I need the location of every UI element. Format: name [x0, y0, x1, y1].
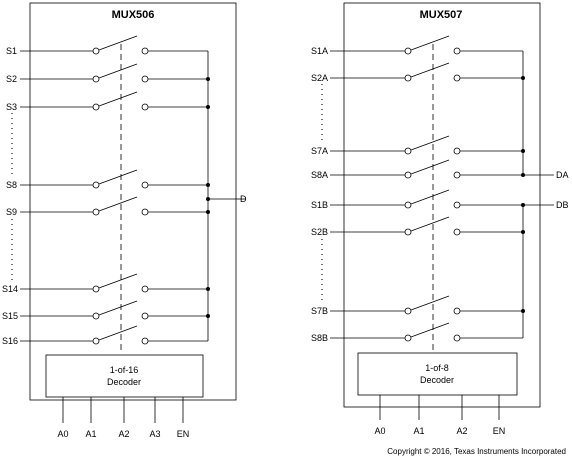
mux506-switch-s1: S1	[6, 35, 208, 56]
mux506-switch-s3: S3	[6, 91, 210, 112]
mux507-decoder-line2: Decoder	[420, 375, 454, 385]
mux507-pin-a1: A1	[413, 426, 424, 436]
mux507-input-label: S1B	[311, 200, 328, 210]
mux506-pin-a3: A3	[149, 429, 160, 439]
mux507-switch-s1a: S1A	[311, 35, 523, 56]
mux506-output-junction	[206, 197, 210, 201]
mux506-decoder-line2: Decoder	[107, 377, 141, 387]
mux507-switch-s2a: S2A	[311, 62, 525, 83]
mux506-decoder-line1: 1-of-16	[110, 365, 139, 375]
mux506-diagram: MUX506 D S1 S2 S3	[2, 2, 247, 439]
mux506-title: MUX506	[112, 9, 155, 21]
mux507-switch-s7a: S7A	[311, 135, 525, 156]
mux506-switch-s14: S14	[2, 273, 210, 294]
mux506-pin-en: EN	[177, 429, 190, 439]
mux506-pin-a0: A0	[57, 429, 68, 439]
mux506-input-label: S14	[2, 284, 18, 294]
mux507-switch-s8b: S8B	[311, 322, 523, 343]
mux507-switch-s7b: S7B	[311, 295, 525, 316]
mux506-outline	[29, 2, 237, 401]
mux507-input-label: S2B	[311, 227, 328, 237]
mux507-switch-s2b: S2B	[311, 216, 525, 237]
mux507-output-db: DB	[556, 200, 569, 210]
mux507-input-label: S8A	[311, 170, 328, 180]
mux506-switch-s9: S9	[6, 196, 210, 217]
mux506-switch-s2: S2	[6, 63, 210, 84]
mux507-pin-a0: A0	[374, 426, 385, 436]
mux507-input-label: S2A	[311, 73, 328, 83]
mux506-input-label: S2	[6, 74, 17, 84]
mux507-switch-s1b: S1B	[311, 189, 525, 210]
mux506-decoder	[45, 354, 204, 398]
mux506-pin-a2: A2	[118, 429, 129, 439]
mux506-switch-s15: S15	[2, 300, 210, 321]
mux506-input-label: S3	[6, 102, 17, 112]
mux507-decoder-line1: 1-of-8	[425, 363, 449, 373]
mux507-pin-a2: A2	[456, 426, 467, 436]
mux507-pin-en: EN	[493, 426, 506, 436]
mux507-diagram: MUX507 DA DB S1A S2A	[311, 2, 569, 436]
mux507-output-da: DA	[556, 170, 569, 180]
mux507-input-label: S1A	[311, 46, 328, 56]
mux506-switch-s16: S16	[2, 325, 208, 346]
mux506-input-label: S1	[6, 46, 17, 56]
mux506-control-pins: A0 A1 A2 A3 EN	[57, 397, 189, 439]
mux506-switch-s8: S8	[6, 169, 210, 190]
mux507-input-label: S8B	[311, 333, 328, 343]
mux506-input-label: S8	[6, 180, 17, 190]
mux506-input-label: S16	[2, 336, 18, 346]
mux506-input-label: S15	[2, 311, 18, 321]
mux507-decoder	[357, 352, 518, 396]
mux507-control-pins: A0 A1 A2 EN	[374, 395, 505, 436]
mux507-input-label: S7A	[311, 146, 328, 156]
mux506-output-label: D	[240, 194, 247, 204]
mux507-input-label: S7B	[311, 306, 328, 316]
copyright-notice: Copyright © 2016, Texas Instruments Inco…	[387, 447, 566, 456]
mux507-title: MUX507	[420, 9, 463, 21]
mux506-input-label: S9	[6, 207, 17, 217]
mux506-pin-a1: A1	[85, 429, 96, 439]
mux507-switch-s8a: S8A	[311, 159, 525, 180]
